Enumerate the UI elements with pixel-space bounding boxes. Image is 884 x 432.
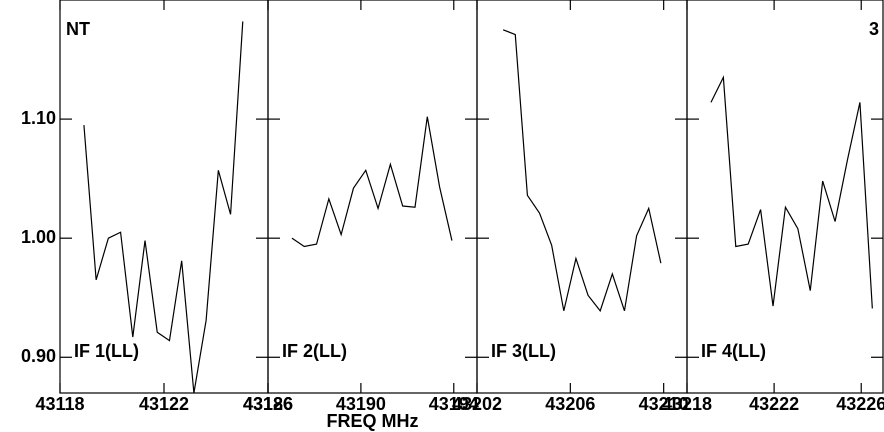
data-line <box>83 21 244 394</box>
panel-label: IF 1(LL) <box>74 341 139 361</box>
x-tick-label: 43122 <box>139 394 189 414</box>
panel-label: IF 2(LL) <box>282 341 347 361</box>
x-axis-label: FREQ MHz <box>327 411 419 431</box>
panel-frame <box>686 0 884 394</box>
annotation: NT <box>66 19 90 39</box>
x-tick-label: 43202 <box>452 394 502 414</box>
data-line <box>291 116 453 248</box>
data-line <box>502 29 662 313</box>
x-tick-label: 43206 <box>545 394 595 414</box>
panel-frame <box>476 0 688 394</box>
panel-frame <box>267 0 478 394</box>
data-line <box>710 75 873 309</box>
panel-frame <box>59 0 269 394</box>
x-tick-label: 43194 <box>429 394 479 414</box>
panel-label: IF 4(LL) <box>701 341 766 361</box>
x-tick-label: 43226 <box>836 394 884 414</box>
annotation: 3 <box>869 19 879 39</box>
y-tick-label: 1.00 <box>21 227 56 247</box>
x-tick-label: 43118 <box>35 394 84 414</box>
x-tick-label: 43186 <box>243 394 293 414</box>
x-tick-label: 43190 <box>336 394 386 414</box>
panel-label: IF 3(LL) <box>491 341 556 361</box>
x-tick-label: 43218 <box>662 394 712 414</box>
x-tick-label: 43210 <box>639 394 689 414</box>
y-tick-label: 1.10 <box>21 108 56 128</box>
x-tick-label: 43126 <box>243 394 293 414</box>
x-tick-label: 43222 <box>749 394 799 414</box>
y-tick-label: 0.90 <box>21 346 56 366</box>
